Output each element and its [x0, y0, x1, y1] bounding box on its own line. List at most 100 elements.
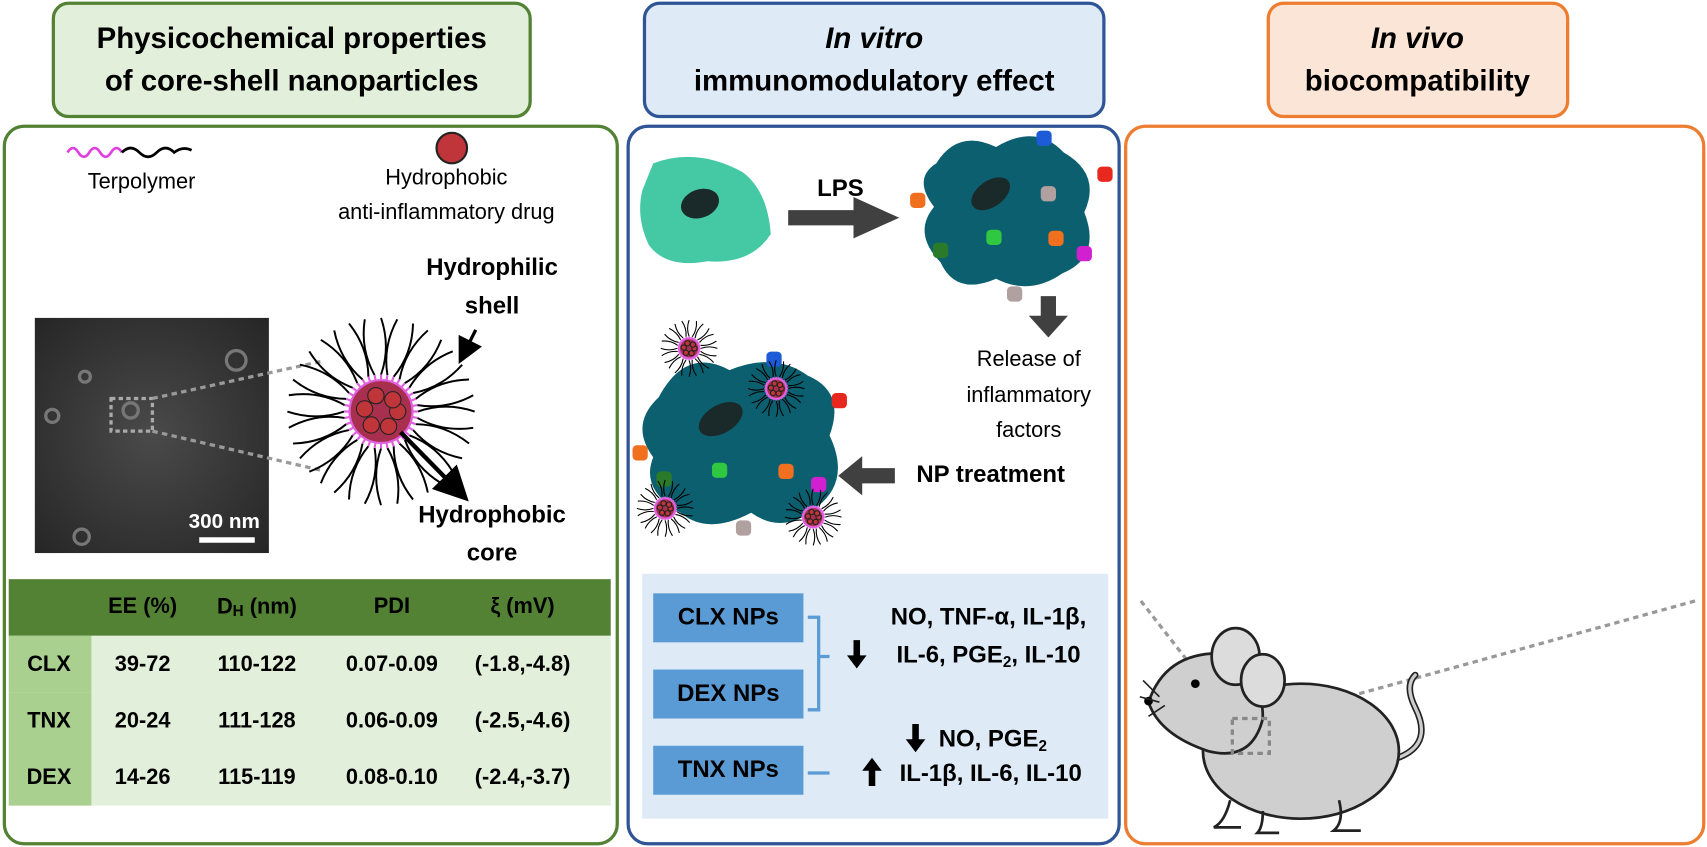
polymer-chain	[657, 519, 663, 536]
polymer-chain	[821, 496, 834, 510]
polymer-chain	[292, 378, 347, 400]
polymer-chain	[676, 500, 693, 506]
polymer-chain	[778, 361, 785, 378]
polymer-chain	[417, 394, 474, 408]
header-cell: DH (nm)	[217, 593, 297, 620]
sem-particles	[44, 407, 61, 425]
polymer-chain	[398, 442, 429, 493]
factor	[711, 462, 728, 478]
polymer-chain	[650, 483, 660, 499]
effect-text: IL-1β, IL-6, IL-10	[900, 760, 1082, 787]
polymer-chain	[668, 356, 681, 369]
label: shell	[465, 292, 520, 319]
polymer-chain	[761, 364, 771, 379]
polymer-chain	[308, 350, 354, 389]
arrow	[1028, 296, 1068, 338]
drug	[813, 510, 821, 517]
label: Release of	[977, 346, 1082, 371]
title-box	[1266, 1, 1570, 119]
polymer-chain	[674, 323, 684, 339]
properties-table: EE (%) DH (nm) PDI ξ (mV) CLX 39-72 110-122 0.0…	[8, 579, 611, 806]
drug-icon	[435, 131, 469, 165]
terpolymer-icon	[66, 146, 124, 159]
nucleus	[680, 188, 720, 219]
polymer-chain	[784, 396, 797, 410]
factor	[656, 471, 672, 487]
polymer-chain	[664, 354, 680, 364]
effect-text: NO, PGE	[939, 726, 1039, 753]
polymer-chain	[751, 394, 767, 404]
polymer-chain	[392, 323, 415, 378]
inflammatory-factors	[632, 130, 1113, 536]
polymer-chain	[798, 492, 808, 508]
polymer-chain	[404, 339, 443, 385]
factor	[932, 242, 949, 259]
sem-particles	[121, 401, 140, 420]
polymer-chain	[784, 516, 802, 520]
polymer-chain	[824, 509, 841, 515]
subscript: 2	[1003, 654, 1011, 671]
polymer-chain	[785, 519, 802, 525]
effect-text: IL-1β, IL-6, IL-10	[900, 760, 1082, 787]
polymer-chain	[697, 328, 710, 341]
polymer-chain	[661, 340, 678, 346]
drug	[384, 391, 402, 409]
polymer-chain	[375, 448, 382, 506]
polymer-chain	[784, 368, 797, 381]
polymer-chain	[385, 318, 399, 376]
factor	[831, 393, 847, 409]
polymer-chain	[787, 386, 805, 390]
polymer-chain	[748, 380, 765, 387]
factor	[735, 520, 752, 536]
drug	[682, 349, 690, 356]
polymer-chain	[675, 493, 690, 503]
label: Hydrophobic	[418, 501, 566, 528]
polymer-chain	[663, 479, 666, 497]
np-label: TNX NPs	[678, 756, 779, 783]
polymer-chain	[676, 511, 693, 517]
polymer-chain	[637, 500, 654, 506]
polymer-chain	[768, 361, 774, 378]
table-cell: 0.07-0.09	[346, 651, 438, 676]
sem-particles	[44, 348, 248, 546]
down-arrow	[905, 723, 926, 753]
polymer-chain	[380, 317, 387, 375]
polymer-chain	[664, 333, 679, 343]
effect-text: , IL-10	[1011, 642, 1080, 669]
polymer-chain	[412, 364, 463, 394]
table-cell: (-2.4,-3.7)	[475, 764, 571, 789]
polymer-chain	[657, 480, 663, 497]
legend-label: anti-inflammatory drug	[338, 199, 555, 224]
right-section: In vivo biocompatibility	[1124, 1, 1706, 846]
table-header	[8, 579, 611, 636]
title: immunomodulatory effect	[694, 65, 1055, 98]
table-cell: 39-72	[115, 651, 171, 676]
drug	[771, 380, 778, 387]
subscript: H	[233, 603, 244, 620]
polymer-chain	[670, 483, 680, 499]
label: LPS	[817, 175, 864, 202]
polymer-chain	[755, 368, 769, 381]
mouse	[1239, 652, 1286, 708]
factor	[766, 351, 782, 367]
header-cell: PDI	[374, 593, 410, 618]
terpolymer-icon	[120, 146, 193, 159]
legend-label: Hydrophobic	[385, 164, 507, 189]
title-box	[642, 1, 1106, 119]
row-label: TNX	[27, 708, 71, 733]
polymer-chain	[417, 405, 475, 413]
polymer-chain	[675, 513, 691, 523]
drug	[775, 390, 782, 397]
middle-section: In vitro immunomodulatory effect LPS Rel…	[626, 1, 1121, 846]
zoom-line	[1268, 599, 1696, 721]
mouse	[1190, 679, 1200, 689]
polymer-chain	[640, 514, 656, 524]
row-cell	[91, 635, 611, 693]
effect-text: NO, TNF-α, IL-1β,	[891, 604, 1087, 631]
table-cell: 0.08-0.10	[346, 764, 438, 789]
zoom-box	[109, 396, 155, 433]
label: Hydrophilic	[426, 254, 558, 281]
polymer-chain	[774, 360, 777, 377]
polymer-chain	[363, 447, 377, 505]
